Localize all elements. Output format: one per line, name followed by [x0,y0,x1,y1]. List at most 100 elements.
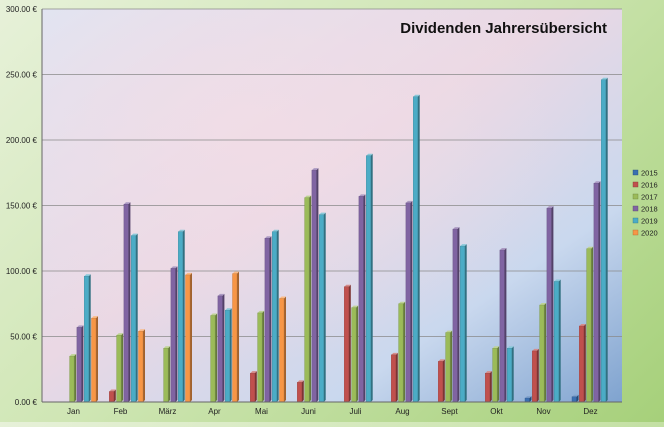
bar-top [250,371,257,374]
bar-front [130,235,136,403]
bars [69,77,608,403]
bar-2019-Apr [224,308,232,403]
bar-2020-März [185,272,192,403]
bar-top [525,396,532,399]
legend-swatch [632,193,639,200]
bar-front [311,169,317,403]
bar-top [319,212,326,215]
bar-front [452,228,458,403]
bar-top [546,206,554,209]
bar-2018-Apr [217,293,225,403]
bar-front [499,249,505,403]
bar-2019-Aug [413,94,420,403]
bar-front [445,332,451,403]
bar-top [123,202,131,205]
bar-front [83,276,89,403]
bar-front [177,231,183,403]
bar-top [438,359,445,362]
x-tick-label: Dez [583,407,597,416]
bar-side [598,181,601,402]
bar-front [586,248,592,403]
bar-top [539,303,547,306]
bar-front [217,295,223,403]
bar-top [311,168,319,171]
legend-label: 2020 [641,229,658,238]
legend-swatch [632,217,639,224]
bar-front [185,274,191,403]
bar-side [81,325,84,402]
bar-front [224,310,230,403]
bar-2015-Nov [524,396,532,403]
bar-side [215,313,218,402]
bar-side [143,329,145,402]
bar-front [257,312,263,403]
bar-front [601,79,606,403]
bar-top [170,266,178,269]
bar-2016-Juli [344,284,351,403]
bar-2018-Juni [311,168,319,403]
legend-label: 2019 [641,217,658,226]
bar-side [262,310,265,402]
bar-top [492,346,500,349]
x-tick-label: März [159,407,177,416]
bar-front [398,303,404,403]
bar-side [403,301,406,402]
bar-top [131,233,138,236]
bar-top [232,271,239,274]
bar-top [91,316,98,319]
bar-front [344,286,349,403]
bar-side [356,305,359,402]
legend: 2015 2016 2017 2018 2019 2020 [632,169,658,238]
bar-2019-Sept [460,244,467,403]
bar-front [69,355,75,403]
bar-front [319,214,324,403]
bar-side [121,333,124,402]
bar-front [524,397,530,403]
bar-front [546,207,552,403]
bar-2018-Aug [405,200,413,403]
bar-side [284,296,286,402]
bar-front [264,238,270,403]
bar-top [358,194,366,197]
bar-2017-Okt [492,346,500,403]
bar-front [76,327,82,403]
legend-swatch [632,169,639,176]
bar-side [395,352,398,402]
bar-top [391,352,398,355]
legend-label: 2017 [641,193,658,202]
y-tick-label: 150.00 € [6,202,38,211]
legend-label: 2015 [641,169,658,178]
bar-front [366,155,371,403]
bar-side [175,266,178,402]
bar-top [507,346,514,349]
bar-2016-Dez [579,324,586,403]
bar-side [182,229,185,402]
bar-front [571,396,577,403]
legend-item-2020: 2020 [632,229,658,238]
bar-front [250,372,256,403]
bar-top [579,324,586,327]
bar-side [370,153,373,402]
bar-2017-Feb [116,333,124,403]
x-tick-label: Feb [114,407,128,416]
bar-side [316,168,319,402]
bar-front [351,307,357,403]
y-tick-label: 50.00 € [10,333,37,342]
bar-side [96,316,98,402]
bar-2019-Mai [272,229,279,403]
bar-top [344,284,351,287]
bar-2018-Jan [76,325,84,403]
bar-front [272,231,277,403]
bar-top [272,229,279,232]
bar-side [190,272,192,402]
bar-2016-Okt [485,371,492,403]
x-tick-label: Sept [441,407,458,416]
bar-side [605,77,608,403]
bar-top [452,227,460,230]
bar-2016-Aug [391,352,398,403]
bar-front [91,317,97,403]
bar-2017-Nov [539,303,547,403]
legend-swatch [632,229,639,236]
bar-front [210,315,216,403]
